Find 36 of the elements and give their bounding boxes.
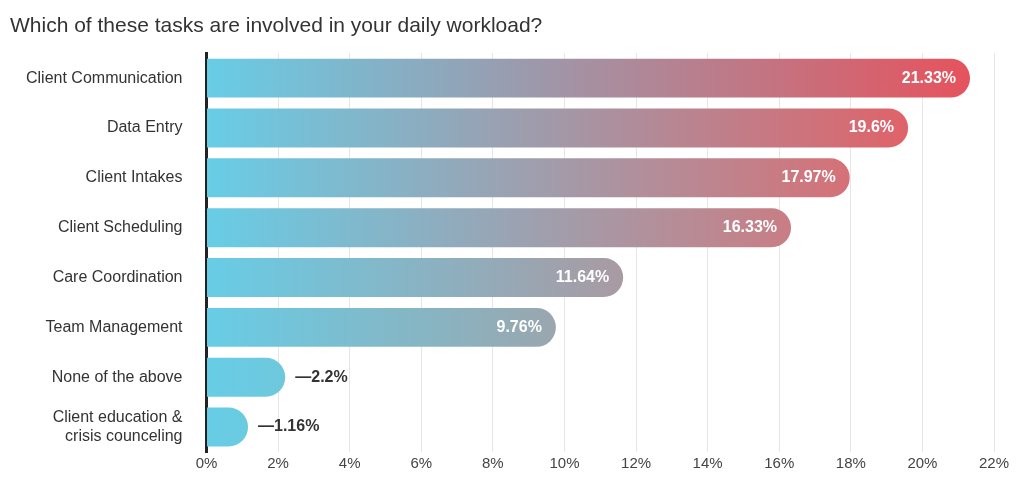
y-tick-label: None of the above bbox=[51, 367, 183, 385]
bar bbox=[207, 307, 556, 347]
x-tick-label: 22% bbox=[978, 454, 1010, 472]
x-tick-label: 20% bbox=[907, 454, 938, 472]
chart-title: Which of these tasks are involved in your daily workload? bbox=[10, 13, 543, 37]
x-tick-label: 12% bbox=[621, 454, 652, 472]
y-tick-label: Client education & crisis counceling bbox=[52, 407, 183, 445]
bar bbox=[207, 208, 792, 248]
data-label: —1.16% bbox=[258, 417, 320, 435]
bar bbox=[207, 58, 971, 98]
y-tick-label: Care Coordination bbox=[52, 267, 183, 285]
x-tick-label: 16% bbox=[764, 454, 795, 472]
y-tick-label: Client Communication bbox=[25, 68, 183, 86]
y-tick-label: Team Management bbox=[45, 317, 184, 335]
data-label: 11.64% bbox=[555, 267, 610, 285]
x-tick-label: 4% bbox=[338, 454, 361, 472]
data-label: —2.2% bbox=[295, 367, 348, 385]
y-tick-label: Client Intakes bbox=[85, 168, 183, 186]
x-tick-label: 0% bbox=[195, 454, 218, 472]
bar bbox=[207, 357, 286, 397]
x-tick-label: 14% bbox=[692, 454, 723, 472]
x-tick-label: 8% bbox=[482, 454, 504, 472]
x-tick-label: 2% bbox=[267, 454, 289, 472]
x-tick-label: 6% bbox=[410, 454, 433, 472]
data-label: 19.6% bbox=[848, 118, 895, 136]
x-tick-label: 10% bbox=[549, 454, 580, 472]
data-label: 21.33% bbox=[901, 68, 957, 86]
data-label: 9.76% bbox=[496, 317, 542, 335]
bar bbox=[207, 258, 624, 298]
data-label: 16.33% bbox=[722, 218, 778, 236]
bar bbox=[207, 108, 909, 148]
data-label: 17.97% bbox=[781, 168, 836, 186]
y-tick-label: Data Entry bbox=[106, 118, 183, 136]
bar bbox=[207, 158, 850, 198]
y-tick-label: Client Scheduling bbox=[57, 218, 183, 236]
x-tick-label: 18% bbox=[835, 454, 866, 472]
